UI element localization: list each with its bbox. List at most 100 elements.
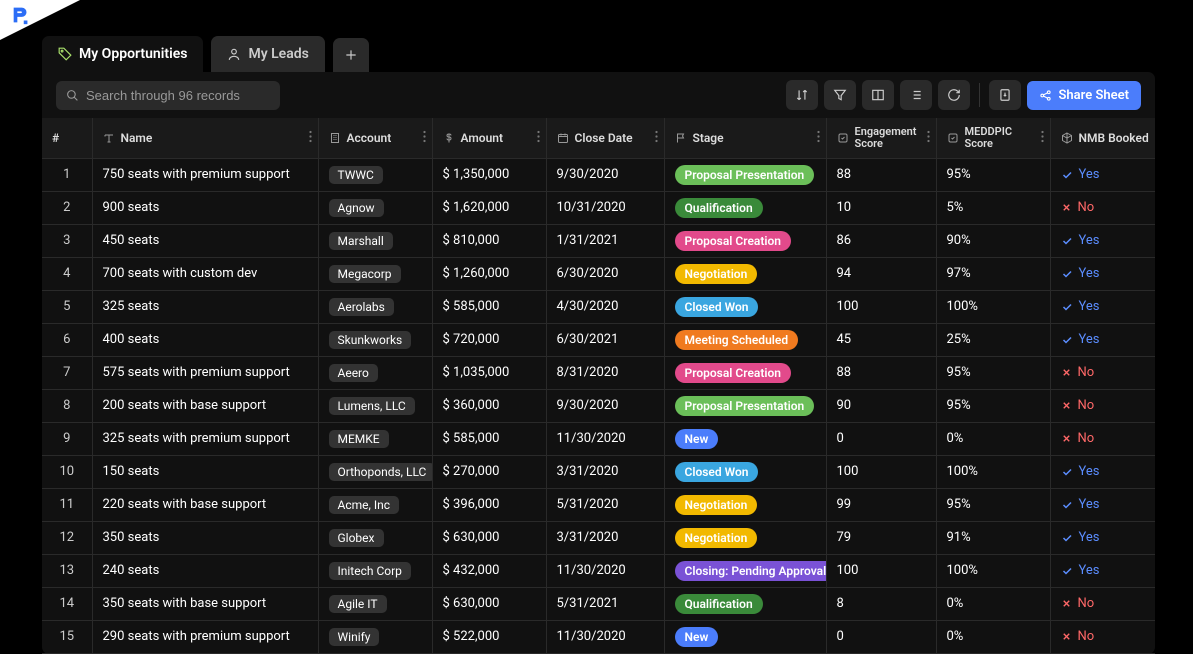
nmb-yes: Yes [1061, 530, 1154, 545]
table-row[interactable]: 15 290 seats with premium support Winify… [42, 620, 1155, 653]
account-chip[interactable]: Agnow [329, 199, 384, 217]
cell-stage: Proposal Creation [664, 356, 826, 389]
cell-meddpic-score: 95% [936, 158, 1050, 191]
account-chip[interactable]: MEMKE [329, 430, 389, 448]
row-number: 7 [42, 356, 92, 389]
col-header-account[interactable]: Account [318, 118, 432, 158]
cell-name: 240 seats [92, 554, 318, 587]
table-row[interactable]: 10 150 seats Orthoponds, LLC $ 270,000 3… [42, 455, 1155, 488]
stage-pill[interactable]: Closed Won [675, 297, 759, 317]
tab-add[interactable] [333, 38, 369, 72]
col-menu-button[interactable] [423, 129, 426, 146]
table-row[interactable]: 13 240 seats Initech Corp $ 432,000 11/3… [42, 554, 1155, 587]
cell-engagement-score: 88 [826, 158, 936, 191]
col-header-escore[interactable]: EngagementScore [826, 118, 936, 158]
table-row[interactable]: 6 400 seats Skunkworks $ 720,000 6/30/20… [42, 323, 1155, 356]
table-row[interactable]: 4 700 seats with custom dev Megacorp $ 1… [42, 257, 1155, 290]
col-header-name[interactable]: Name [92, 118, 318, 158]
col-header-close[interactable]: Close Date [546, 118, 664, 158]
cell-meddpic-score: 95% [936, 389, 1050, 422]
stage-pill[interactable]: Proposal Presentation [675, 165, 815, 185]
account-chip[interactable]: Lumens, LLC [329, 397, 415, 415]
stage-pill[interactable]: Closed Won [675, 462, 759, 482]
col-menu-button[interactable] [309, 129, 312, 146]
cell-engagement-score: 45 [826, 323, 936, 356]
cell-close-date: 9/30/2020 [546, 158, 664, 191]
cell-meddpic-score: 97% [936, 257, 1050, 290]
col-menu-button[interactable] [927, 129, 930, 146]
nmb-yes: Yes [1061, 332, 1154, 347]
col-header-nmb[interactable]: NMB Booked [1050, 118, 1155, 158]
table-row[interactable]: 2 900 seats Agnow $ 1,620,000 10/31/2020… [42, 191, 1155, 224]
stage-pill[interactable]: Negotiation [675, 495, 758, 515]
cell-stage: Closed Won [664, 290, 826, 323]
stage-pill[interactable]: Qualification [675, 198, 763, 218]
col-menu-button[interactable] [817, 129, 820, 146]
table-row[interactable]: 14 350 seats with base support Agile IT … [42, 587, 1155, 620]
col-menu-button[interactable] [537, 129, 540, 146]
cell-account: Acme, Inc [318, 488, 432, 521]
account-chip[interactable]: TWWC [329, 166, 383, 184]
list-button[interactable] [900, 80, 932, 110]
col-menu-button[interactable] [1041, 129, 1044, 146]
list-icon [909, 88, 923, 102]
cell-meddpic-score: 100% [936, 455, 1050, 488]
cell-engagement-score: 100 [826, 290, 936, 323]
account-chip[interactable]: Initech Corp [329, 562, 411, 580]
stage-pill[interactable]: New [675, 627, 719, 647]
cell-engagement-score: 0 [826, 422, 936, 455]
search-box[interactable] [56, 81, 280, 110]
row-number: 11 [42, 488, 92, 521]
text-icon [103, 132, 115, 144]
stage-pill[interactable]: Proposal Presentation [675, 396, 815, 416]
table-row[interactable]: 9 325 seats with premium support MEMKE $… [42, 422, 1155, 455]
stage-pill[interactable]: Negotiation [675, 528, 758, 548]
table-row[interactable]: 1 750 seats with premium support TWWC $ … [42, 158, 1155, 191]
account-chip[interactable]: Marshall [329, 232, 393, 250]
table-row[interactable]: 11 220 seats with base support Acme, Inc… [42, 488, 1155, 521]
account-chip[interactable]: Globex [329, 529, 384, 547]
columns-button[interactable] [862, 80, 894, 110]
stage-pill[interactable]: Closing: Pending Approval [675, 561, 827, 581]
table-row[interactable]: 3 450 seats Marshall $ 810,000 1/31/2021… [42, 224, 1155, 257]
stage-pill[interactable]: New [675, 429, 719, 449]
cell-engagement-score: 79 [826, 521, 936, 554]
account-chip[interactable]: Megacorp [329, 265, 401, 283]
account-chip[interactable]: Acme, Inc [329, 496, 400, 514]
account-chip[interactable]: Orthoponds, LLC [329, 463, 433, 481]
cell-stage: Proposal Presentation [664, 389, 826, 422]
export-button[interactable] [989, 80, 1021, 110]
stage-pill[interactable]: Negotiation [675, 264, 758, 284]
col-header-mscore[interactable]: MEDDPICScore [936, 118, 1050, 158]
col-menu-button[interactable] [655, 129, 658, 146]
cell-amount: $ 432,000 [432, 554, 546, 587]
col-header-amount[interactable]: Amount [432, 118, 546, 158]
stage-pill[interactable]: Qualification [675, 594, 763, 614]
tab-my-opportunities[interactable]: My Opportunities [42, 36, 203, 72]
table-row[interactable]: 8 200 seats with base support Lumens, LL… [42, 389, 1155, 422]
refresh-button[interactable] [938, 80, 970, 110]
share-sheet-button[interactable]: Share Sheet [1027, 81, 1141, 110]
cell-amount: $ 1,620,000 [432, 191, 546, 224]
account-chip[interactable]: Aeero [329, 364, 378, 382]
account-chip[interactable]: Agile IT [329, 595, 387, 613]
stage-pill[interactable]: Proposal Creation [675, 363, 792, 383]
calendar-icon [557, 132, 569, 144]
cell-engagement-score: 100 [826, 554, 936, 587]
search-input[interactable] [86, 88, 270, 103]
account-chip[interactable]: Skunkworks [329, 331, 412, 349]
stage-pill[interactable]: Meeting Scheduled [675, 330, 799, 350]
account-chip[interactable]: Aerolabs [329, 298, 394, 316]
table-row[interactable]: 5 325 seats Aerolabs $ 585,000 4/30/2020… [42, 290, 1155, 323]
filter-button[interactable] [824, 80, 856, 110]
cell-nmb: Yes [1050, 488, 1155, 521]
col-header-num[interactable]: # [42, 118, 92, 158]
col-header-stage[interactable]: Stage [664, 118, 826, 158]
cell-close-date: 9/30/2020 [546, 389, 664, 422]
account-chip[interactable]: Winify [329, 628, 380, 646]
stage-pill[interactable]: Proposal Creation [675, 231, 792, 251]
tab-my-leads[interactable]: My Leads [211, 36, 324, 72]
table-row[interactable]: 7 575 seats with premium support Aeero $… [42, 356, 1155, 389]
sort-button[interactable] [786, 80, 818, 110]
table-row[interactable]: 12 350 seats Globex $ 630,000 3/31/2020 … [42, 521, 1155, 554]
